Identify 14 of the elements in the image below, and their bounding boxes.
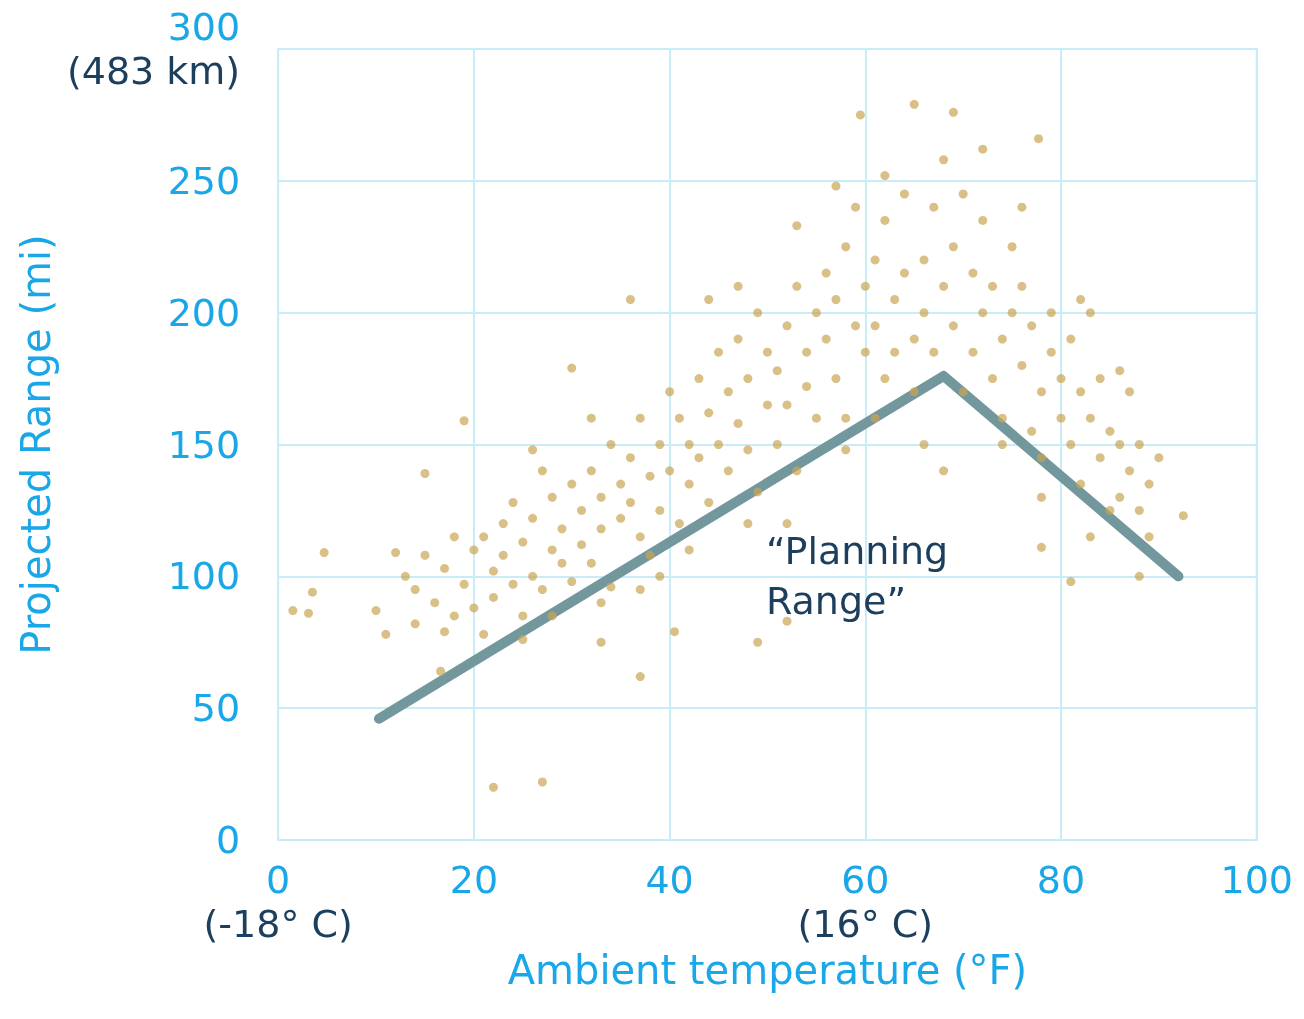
- x-tick-label: 60 (16° C): [797, 858, 934, 946]
- y-tick-label: 100: [167, 554, 241, 599]
- y-tick-label: 200: [167, 290, 241, 335]
- x-tick-label: 20: [449, 858, 499, 902]
- x-tick-label: 80: [1036, 858, 1086, 902]
- y-tick-label: 250: [167, 158, 241, 203]
- x-tick-label: 40: [645, 858, 694, 902]
- y-tick-label: 50: [191, 686, 241, 731]
- x-tick-label: 100: [1220, 858, 1293, 902]
- y-axis-title: Projected Range (mi): [13, 234, 59, 655]
- annotation: “Planning Range”: [766, 529, 949, 623]
- y-tick-label: 300 (483 km): [66, 5, 241, 93]
- x-axis-title: Ambient temperature (°F): [507, 947, 1028, 993]
- y-tick-label: 150: [167, 422, 241, 467]
